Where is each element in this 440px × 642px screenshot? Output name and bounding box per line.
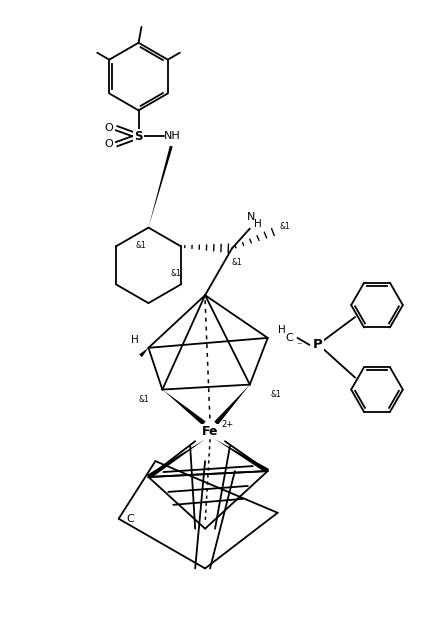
Text: P: P: [312, 338, 322, 351]
Text: 2+: 2+: [222, 420, 234, 429]
Text: NH: NH: [164, 131, 181, 141]
Text: C: C: [286, 333, 293, 343]
Text: &1: &1: [171, 269, 182, 278]
Polygon shape: [148, 146, 173, 228]
Text: N: N: [246, 212, 255, 221]
Text: &1: &1: [270, 390, 281, 399]
Text: &1: &1: [279, 222, 290, 231]
Text: C: C: [127, 514, 135, 524]
Text: H: H: [131, 335, 139, 345]
Polygon shape: [162, 390, 205, 425]
Text: O: O: [104, 123, 113, 134]
Text: Fe: Fe: [202, 425, 218, 438]
Polygon shape: [139, 348, 148, 357]
Text: O: O: [104, 139, 113, 149]
Text: H: H: [254, 219, 262, 229]
Text: H: H: [278, 325, 286, 335]
Polygon shape: [215, 439, 269, 473]
Text: S: S: [134, 130, 143, 143]
Polygon shape: [214, 385, 250, 425]
Text: &1: &1: [138, 395, 149, 404]
Text: &1: &1: [135, 241, 146, 250]
Text: &1: &1: [231, 258, 242, 267]
Text: ⁻: ⁻: [297, 341, 302, 351]
Polygon shape: [147, 439, 205, 479]
